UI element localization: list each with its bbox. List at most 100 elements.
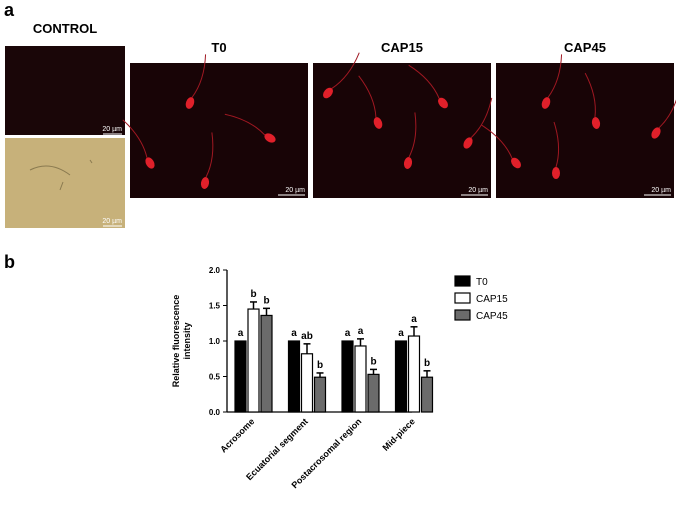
y-axis-label: Relative fluorescence [171,295,181,388]
decoration [224,113,276,143]
significance-label: a [411,314,417,325]
bar [234,340,247,413]
micrograph [5,138,125,228]
decoration [403,112,417,169]
legend-swatch [454,309,471,321]
bar [341,340,354,413]
sperm-head [373,117,383,129]
significance-label: ab [301,331,313,342]
legend-label: CAP45 [476,311,508,322]
scale-label: 20 µm [651,187,671,194]
bar [287,340,301,413]
sperm-tail [658,87,676,129]
decoration [185,54,207,109]
scale-label: 20 µm [285,187,305,194]
significance-label: b [250,289,256,300]
bar [300,353,314,413]
bar [247,308,260,413]
y-tick-label: 2.0 [209,266,221,275]
decoration [200,132,214,189]
decoration [408,64,448,109]
significance-label: b [263,295,269,306]
sperm-tail [331,52,360,89]
bar [394,340,408,413]
sperm-tail [470,97,493,139]
sperm-head [511,157,521,169]
scale-label: 20 µm [102,218,122,225]
scale-label: 20 µm [102,126,122,133]
scale-label: 20 µm [468,187,488,194]
bar [367,373,380,413]
x-tick-label: Acrosome [218,416,256,454]
decoration [541,54,563,109]
sperm-head [591,117,601,129]
legend-label: T0 [476,277,488,288]
sperm-tail [205,132,214,178]
significance-label: a [358,326,364,337]
legend-swatch [454,292,471,304]
bar [407,335,421,413]
sperm-head [438,97,448,109]
image-title: CONTROL [33,21,97,36]
bar [260,314,273,413]
sperm-head [200,177,210,189]
sperm-head [541,97,551,109]
y-axis-label: intensity [182,322,192,359]
bar [420,376,434,413]
sperm-head [264,133,276,143]
decoration [552,121,560,179]
legend-swatch [454,275,471,287]
y-tick-label: 1.5 [209,302,221,311]
y-tick-label: 0.5 [209,373,221,382]
bar [313,376,327,413]
significance-label: a [291,328,297,339]
decoration [358,75,383,129]
sperm-tail [224,113,266,136]
sperm-tail [553,121,560,168]
panel-label: b [4,252,15,272]
sperm-tail [191,54,207,98]
decoration [584,72,601,129]
micrograph [5,46,125,135]
image-title: CAP15 [381,40,423,55]
image-row: T0 20 µm CAP15 20 µm CAP45 20 µm [122,40,676,198]
significance-label: a [398,328,404,339]
sperm-head [185,97,195,109]
decoration [481,124,521,169]
decoration [651,87,676,139]
x-tick-label: Mid-piece [380,416,416,452]
image-title: CAP45 [564,40,606,55]
significance-label: b [370,356,376,367]
micrograph [496,63,674,198]
panel-label: a [4,0,15,20]
decoration [463,97,493,149]
decoration [122,119,155,169]
bar [354,345,367,413]
sperm-tail [122,119,148,158]
sperm-head [651,127,661,139]
y-tick-label: 1.0 [209,337,221,346]
chart: 0.0 0.5 1.0 1.5 2.0 Relative fluorescence inte… [171,266,508,490]
y-tick-label: 0.0 [209,408,221,417]
sperm-head [323,87,333,99]
sperm-head [552,167,560,179]
sperm-head [463,137,473,149]
sperm-tail [408,64,440,99]
sperm-tail [584,72,596,118]
legend-label: CAP15 [476,294,508,305]
image-title: T0 [211,40,226,55]
decoration [29,159,93,191]
micrograph [130,63,308,198]
sperm-tail [547,54,563,98]
significance-label: b [317,360,323,371]
significance-label: b [424,358,430,369]
sperm-head [403,157,413,169]
sperm-tail [358,75,377,118]
sperm-head [145,157,155,169]
significance-label: a [238,328,244,339]
decoration [323,52,360,99]
micrograph [313,63,491,198]
significance-label: a [345,328,351,339]
sperm-tail [481,124,513,159]
